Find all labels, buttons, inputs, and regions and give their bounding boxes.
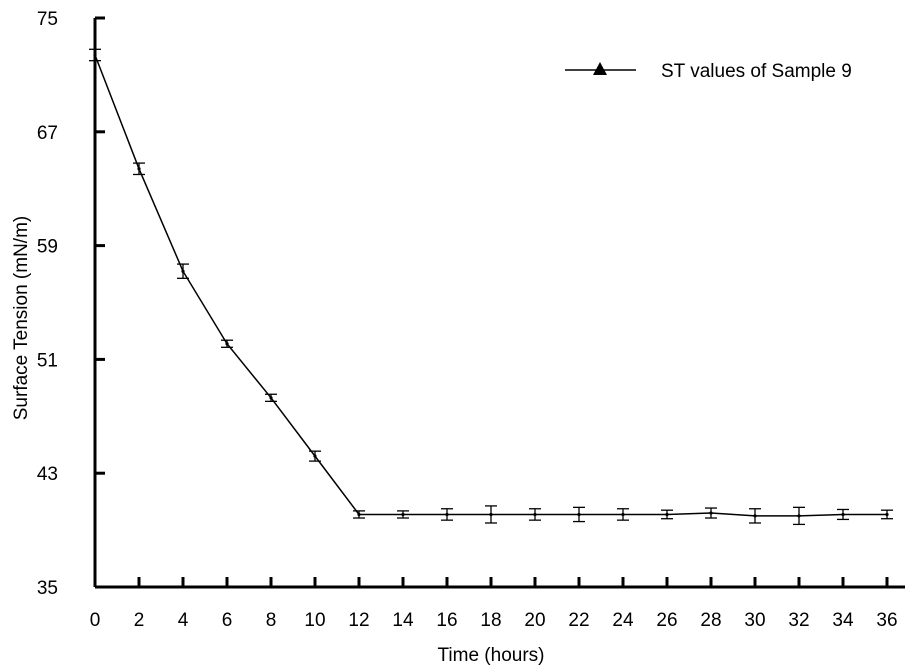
data-point <box>753 514 757 518</box>
error-bar <box>485 505 497 524</box>
y-tick-label: 43 <box>37 464 58 485</box>
error-bar <box>133 162 145 176</box>
data-point <box>181 269 185 273</box>
data-point <box>137 167 141 171</box>
legend-label: ST values of Sample 9 <box>661 61 852 82</box>
data-point <box>621 512 625 517</box>
x-tick-label: 12 <box>348 610 369 631</box>
error-bar <box>89 48 101 62</box>
x-tick-label: 24 <box>612 610 634 631</box>
data-point <box>225 342 229 346</box>
error-bar <box>837 508 849 521</box>
x-tick-label: 10 <box>304 610 325 631</box>
error-bar <box>661 509 673 520</box>
x-tick-label: 8 <box>266 610 277 631</box>
y-tick-label: 67 <box>37 123 58 144</box>
error-bar <box>793 506 805 526</box>
error-bar <box>397 510 409 519</box>
data-point <box>357 512 361 517</box>
series-line <box>94 54 887 517</box>
error-bar <box>265 393 277 403</box>
y-tick-label: 35 <box>37 578 58 599</box>
x-tick-label: 20 <box>524 610 545 631</box>
x-tick-label: 30 <box>744 610 765 631</box>
data-point <box>709 511 713 515</box>
legend-triangle-marker <box>593 62 607 75</box>
error-bar <box>705 507 717 519</box>
x-axis-title: Time (hours) <box>438 645 545 666</box>
error-bar <box>221 339 233 348</box>
data-point <box>489 512 493 517</box>
y-ticks: 35 43 51 59 67 75 <box>37 9 105 599</box>
data-point <box>797 514 801 518</box>
data-point <box>665 512 669 517</box>
x-tick-label: 26 <box>656 610 677 631</box>
data-point <box>445 512 449 517</box>
x-ticks: 0 2 4 6 8 10 12 14 16 18 20 22 24 26 28 30 32 34 36 <box>90 577 898 631</box>
data-point <box>401 512 405 517</box>
x-tick-label: 0 <box>90 610 101 631</box>
error-bar <box>441 508 453 521</box>
y-tick-label: 75 <box>37 9 58 30</box>
x-tick-label: 2 <box>134 610 145 631</box>
series <box>89 48 893 526</box>
axes <box>93 18 905 589</box>
data-point <box>93 53 97 57</box>
data-point <box>533 512 537 517</box>
x-tick-label: 28 <box>700 610 721 631</box>
data-point <box>577 512 581 517</box>
error-bar <box>749 508 761 524</box>
x-tick-label: 16 <box>436 610 457 631</box>
error-bar <box>309 450 321 462</box>
error-bar <box>177 263 189 279</box>
y-tick-label: 59 <box>37 237 58 258</box>
data-point <box>269 396 273 400</box>
error-bar <box>617 508 629 521</box>
error-bar <box>529 508 541 521</box>
x-tick-label: 32 <box>788 610 809 631</box>
x-tick-label: 14 <box>392 610 414 631</box>
y-tick-label: 51 <box>37 350 58 371</box>
data-point <box>841 512 845 517</box>
y-axis-title: Surface Tension (mN/m) <box>11 216 32 421</box>
legend: ST values of Sample 9 <box>565 61 852 82</box>
error-bar <box>573 506 585 523</box>
x-tick-label: 4 <box>178 610 189 631</box>
error-bar <box>353 510 365 519</box>
x-tick-label: 34 <box>832 610 854 631</box>
error-bar <box>881 509 893 520</box>
x-tick-label: 36 <box>876 610 897 631</box>
x-tick-label: 18 <box>480 610 501 631</box>
data-point <box>885 512 889 517</box>
x-tick-label: 6 <box>222 610 233 631</box>
data-point <box>313 454 317 458</box>
x-tick-label: 22 <box>568 610 589 631</box>
